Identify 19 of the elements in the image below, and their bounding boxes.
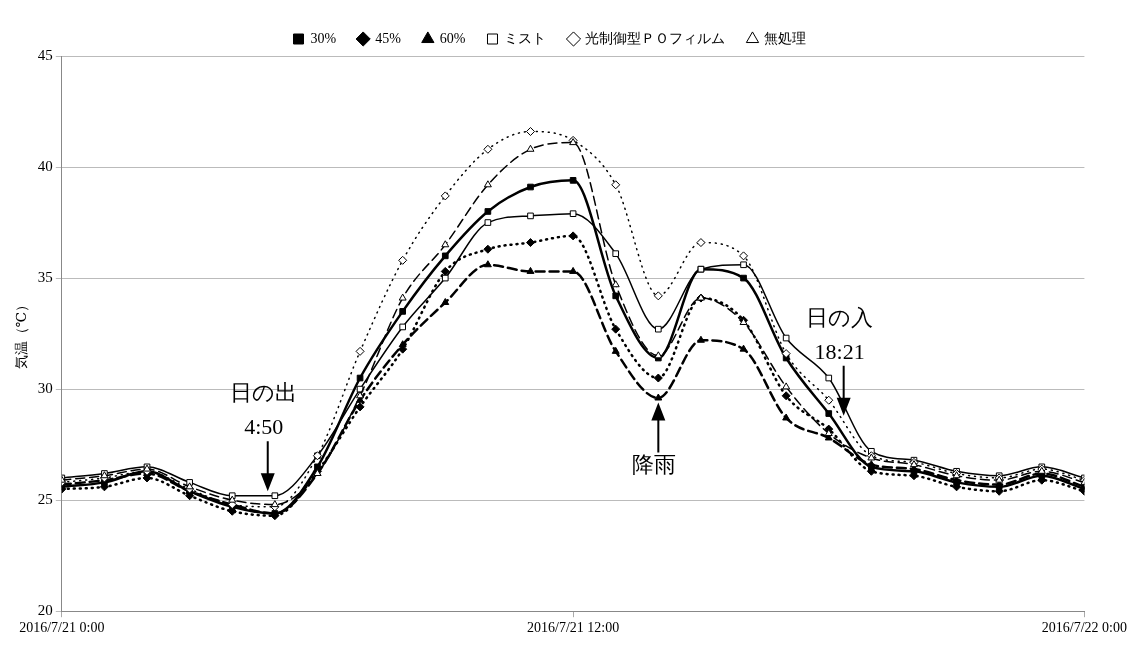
- x-tick-label: 2016/7/21 0:00: [19, 620, 105, 636]
- legend-label: 光制御型ＰＯフィルム: [585, 30, 726, 46]
- legend-label: 無処理: [764, 30, 807, 46]
- y-tick-label: 45: [37, 46, 53, 63]
- y-axis-title: 気温（℃）: [14, 297, 30, 370]
- x-tick-label: 2016/7/22 0:00: [1041, 620, 1127, 636]
- annotation: 降雨: [632, 452, 677, 478]
- y-tick-label: 25: [37, 491, 53, 508]
- y-tick-label: 40: [37, 157, 53, 174]
- legend-label: ミスト: [504, 30, 547, 46]
- legend-label: 45%: [375, 30, 402, 46]
- x-tick-label: 2016/7/21 12:00: [527, 620, 620, 636]
- y-tick-label: 35: [37, 269, 53, 286]
- legend-label: 60%: [439, 30, 466, 46]
- legend-label: 30%: [310, 30, 337, 46]
- annotation: 日の出 4:50: [230, 380, 298, 440]
- y-tick-label: 30: [37, 380, 53, 397]
- y-tick-label: 20: [37, 602, 53, 619]
- annotation: 日の入 18:21: [806, 304, 874, 364]
